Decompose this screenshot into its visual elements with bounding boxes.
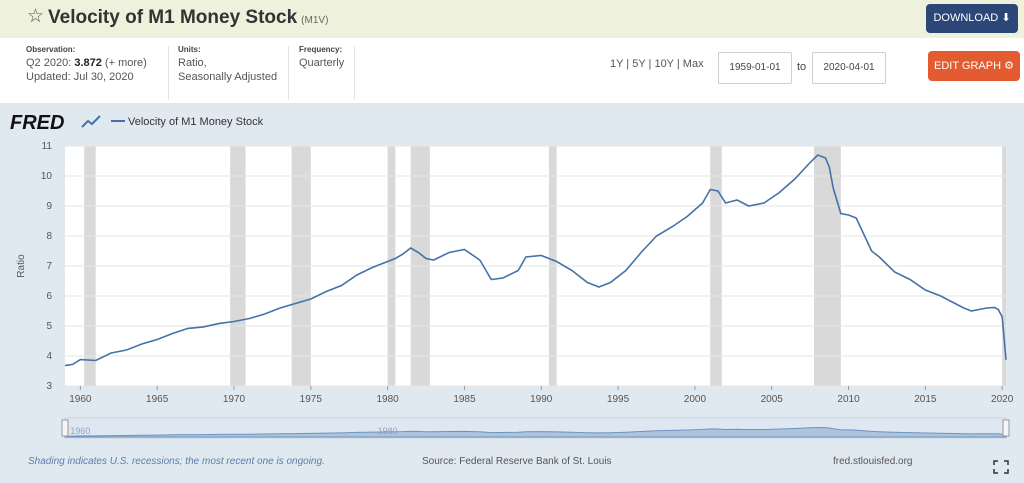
legend-label: Velocity of M1 Money Stock	[128, 116, 264, 128]
y-axis-label: Ratio	[16, 254, 27, 278]
updated-date: Updated: Jul 30, 2020	[26, 71, 134, 83]
observation-line: Q2 2020: 3.872 (+ more)	[26, 57, 147, 69]
y-tick-label-5: 5	[46, 321, 52, 332]
frequency-block: Frequency: Quarterly	[299, 44, 344, 100]
units-line2: Seasonally Adjusted	[178, 71, 278, 83]
units-label: Units:	[178, 45, 201, 54]
source-text: Source: Federal Reserve Bank of St. Loui…	[422, 456, 612, 467]
site-link[interactable]: fred.stlouisfed.org	[833, 456, 913, 467]
x-tick-label-2020: 2020	[991, 394, 1014, 405]
y-tick-label-6: 6	[46, 291, 52, 302]
chart-svg: FRED Velocity of M1 Money Stock 3 4 5 6 7 8 9 1…	[10, 112, 1014, 474]
series-id: (M1V)	[301, 15, 329, 26]
download-button[interactable]: DOWNLOAD ⬇	[926, 4, 1018, 33]
navigator-handle-right[interactable]	[1002, 419, 1010, 437]
navigator-series	[64, 426, 1007, 438]
download-icon: ⬇	[1001, 12, 1011, 24]
y-tick-label-10: 10	[41, 171, 53, 182]
x-tick-label-2005: 2005	[761, 394, 784, 405]
fred-logo-icon	[81, 115, 101, 128]
x-tick-labels: 1960 1965 1970 1975 1980 1985 1990 1995 2000 2005…	[69, 386, 1014, 405]
navigator-label-1960: 1960	[70, 426, 90, 436]
start-date-input[interactable]: 1959-01-01	[718, 52, 792, 84]
y-tick-labels: 3 4 5 6 7 8 9 10 11	[41, 141, 53, 392]
y-tick-label-4: 4	[46, 351, 52, 362]
x-tick-label-1965: 1965	[146, 394, 169, 405]
navigator-labels: 1960 1980	[70, 426, 397, 436]
star-icon[interactable]: ☆	[27, 6, 45, 27]
divider	[288, 46, 289, 100]
divider	[168, 46, 169, 100]
shading-note: Shading indicates U.S. recessions; the m…	[28, 456, 325, 467]
frequency-label: Frequency:	[299, 45, 343, 54]
fred-logo: FRED	[10, 112, 64, 134]
range-selector[interactable]: 1Y | 5Y | 10Y | Max	[610, 58, 704, 70]
y-tick-label-9: 9	[46, 201, 52, 212]
header-bar: ☆ Velocity of M1 Money Stock (M1V) DOWNLO…	[0, 0, 1024, 38]
frequency-value: Quarterly	[299, 57, 345, 69]
x-tick-label-1980: 1980	[377, 394, 400, 405]
navigator-handle-left[interactable]	[61, 419, 69, 437]
x-tick-label-1995: 1995	[607, 394, 630, 405]
gear-icon: ⚙	[1004, 60, 1014, 72]
observation-block: Observation: Q2 2020: 3.872 (+ more) Upd…	[26, 44, 147, 100]
divider	[354, 46, 355, 100]
chart-area: FRED Velocity of M1 Money Stock 3 4 5 6 7 8 9 1…	[0, 103, 1024, 483]
x-tick-label-2000: 2000	[684, 394, 707, 405]
series-line-velocity-m1	[64, 154, 1007, 367]
units-block: Units: Ratio, Seasonally Adjusted	[178, 44, 277, 100]
y-tick-label-11: 11	[42, 141, 53, 152]
more-link[interactable]: (+ more)	[104, 57, 147, 69]
observation-label: Observation:	[26, 45, 76, 54]
x-tick-label-1960: 1960	[69, 394, 92, 405]
grid-lines	[65, 145, 1006, 387]
y-tick-label-8: 8	[46, 231, 52, 242]
edit-graph-button[interactable]: EDIT GRAPH ⚙	[928, 51, 1020, 81]
y-tick-label-7: 7	[46, 261, 52, 272]
observation-value: 3.872	[74, 57, 102, 69]
x-tick-label-2015: 2015	[914, 394, 937, 405]
end-date-input[interactable]: 2020-04-01	[812, 52, 886, 84]
x-tick-label-2010: 2010	[837, 394, 860, 405]
x-tick-label-1985: 1985	[453, 394, 476, 405]
fullscreen-icon[interactable]	[993, 460, 1009, 474]
x-tick-label-1970: 1970	[223, 394, 246, 405]
x-tick-label-1990: 1990	[530, 394, 553, 405]
units-line1: Ratio,	[178, 57, 207, 69]
x-tick-label-1975: 1975	[300, 394, 323, 405]
to-label: to	[797, 61, 807, 73]
y-tick-label-3: 3	[46, 381, 52, 392]
page-title: Velocity of M1 Money Stock (M1V)	[48, 7, 329, 28]
navigator-label-1980: 1980	[378, 426, 398, 436]
